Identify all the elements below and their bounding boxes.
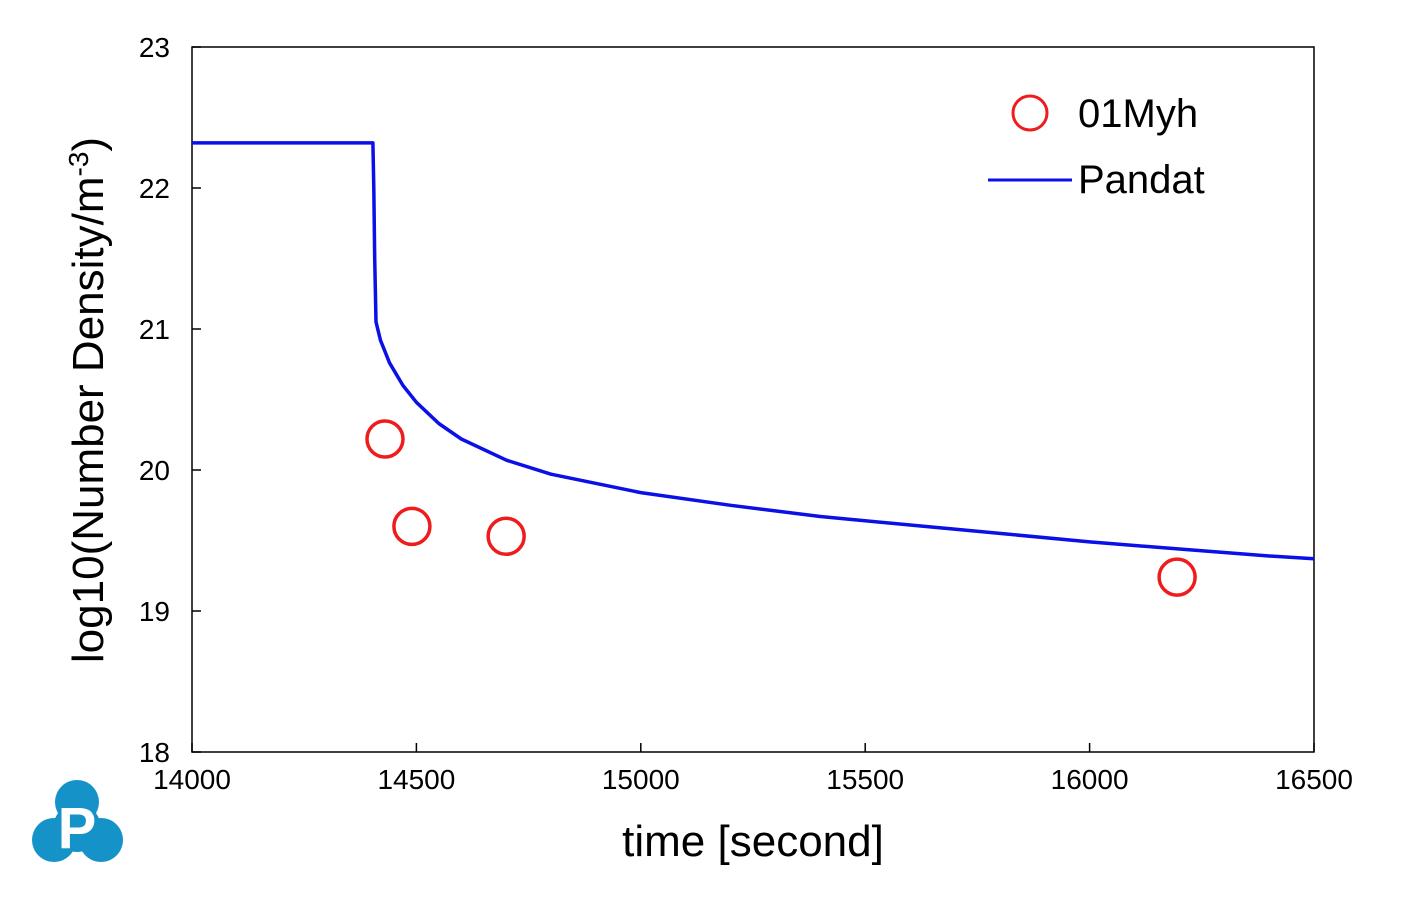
x-tick-label-1: 14500 — [377, 764, 455, 795]
data-point-01myh-0 — [365, 419, 405, 459]
y-tick-label-5: 23 — [139, 32, 170, 63]
y-tick-label-1: 19 — [139, 596, 170, 627]
legend-label-pandat: Pandat — [1078, 158, 1205, 202]
plot-area-frame — [191, 46, 1315, 753]
data-point-01myh-1 — [392, 506, 432, 547]
y-tick-label-4: 22 — [139, 173, 170, 204]
y-axis-title-suffix: ) — [64, 137, 113, 152]
legend: 01Myh Pandat — [988, 92, 1205, 202]
logo-center — [53, 804, 101, 852]
logo-letter: P — [58, 796, 97, 861]
y-axis-title-superscript: -3 — [63, 152, 94, 177]
x-tick-label-4: 16000 — [1051, 764, 1129, 795]
legend-label-01myh: 01Myh — [1078, 92, 1198, 136]
x-axis-title: time [second] — [622, 817, 884, 866]
x-axis-ticks: 14000 14500 15000 15500 16000 16500 — [153, 743, 1353, 795]
series-line-pandat — [192, 141, 1315, 561]
legend-marker-01myh — [1011, 94, 1049, 132]
data-point-01myh-3 — [1157, 557, 1197, 597]
y-axis-title: log10(Number Density/m-3) — [63, 137, 114, 663]
x-tick-label-0: 14000 — [153, 764, 231, 795]
y-tick-label-0: 18 — [139, 737, 170, 768]
y-tick-label-3: 21 — [139, 314, 170, 345]
x-tick-label-2: 15000 — [602, 764, 680, 795]
data-point-01myh-2 — [486, 516, 526, 557]
y-axis-title-main: log10(Number Density/m — [64, 176, 113, 663]
plot-series — [192, 141, 1315, 597]
y-tick-label-2: 20 — [139, 455, 170, 486]
pandat-logo: P — [32, 780, 123, 862]
y-axis-ticks: 18 19 20 21 22 23 — [139, 32, 201, 768]
x-tick-label-5: 16500 — [1275, 764, 1353, 795]
x-tick-label-3: 15500 — [826, 764, 904, 795]
